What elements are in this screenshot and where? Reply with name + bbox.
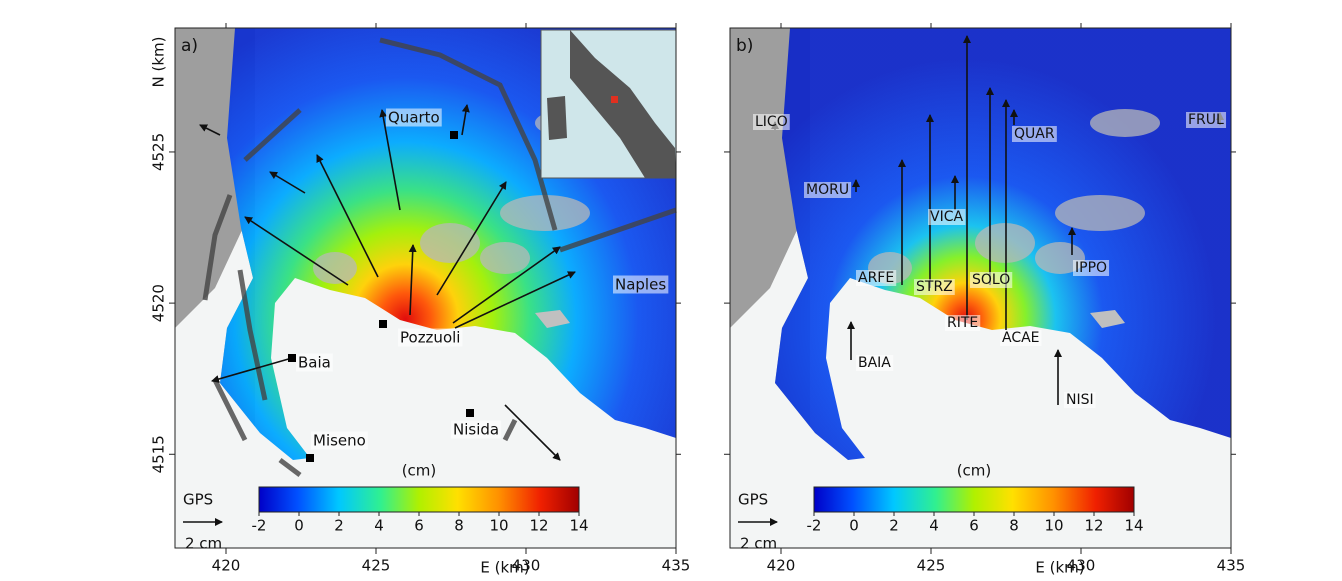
place-label: QUAR	[1014, 126, 1055, 142]
colorbar	[259, 487, 579, 512]
colorbar-tick-label: 0	[294, 517, 304, 535]
place-label: Miseno	[313, 432, 366, 450]
place-label: BAIA	[858, 355, 891, 371]
colorbar-unit: (cm)	[957, 462, 992, 480]
colorbar-unit: (cm)	[402, 462, 437, 480]
gps-label: GPS	[738, 491, 768, 509]
place-label: RITE	[947, 315, 978, 331]
place-label: Pozzuoli	[400, 329, 460, 347]
x-axis-label: E (km)	[480, 559, 529, 577]
panel-label: b)	[736, 36, 753, 56]
place-label: FRUL	[1188, 112, 1224, 128]
colorbar-tick-label: 2	[889, 517, 899, 535]
colorbar-tick-label: 10	[1044, 517, 1063, 535]
site-marker	[450, 131, 458, 139]
gps-label: GPS	[183, 491, 213, 509]
y-tick-label: 4525	[150, 133, 168, 171]
colorbar-tick-label: 2	[334, 517, 344, 535]
colorbar-tick-label: 8	[454, 517, 464, 535]
site-marker	[306, 454, 314, 462]
figure: a)420425430435E (km)451545204525N (km)Qu…	[0, 0, 1342, 577]
colorbar-tick-label: 4	[374, 517, 384, 535]
panel-label: a)	[181, 36, 198, 56]
place-label: Nisida	[453, 421, 499, 439]
x-tick-label: 435	[662, 557, 691, 575]
place-label: STRZ	[916, 279, 953, 295]
x-tick-label: 435	[1217, 557, 1246, 575]
y-axis-label: N (km)	[150, 37, 168, 88]
colorbar-tick-label: 8	[1009, 517, 1019, 535]
place-label: ACAE	[1002, 330, 1040, 346]
x-tick-label: 420	[767, 557, 796, 575]
place-label: LICO	[755, 114, 788, 130]
x-tick-label: 420	[212, 557, 241, 575]
colorbar-tick-label: 12	[1084, 517, 1103, 535]
place-label: SOLO	[972, 272, 1010, 288]
inset-island	[547, 96, 567, 140]
colorbar-tick-label: 6	[969, 517, 979, 535]
site-marker	[379, 320, 387, 328]
crater	[420, 223, 480, 263]
colorbar-tick-label: 14	[1124, 517, 1143, 535]
place-label: Baia	[298, 354, 331, 372]
colorbar-tick-label: -2	[252, 517, 267, 535]
crater	[1055, 195, 1145, 231]
crater	[975, 223, 1035, 263]
site-marker	[466, 409, 474, 417]
colorbar-tick-label: 0	[849, 517, 859, 535]
colorbar-tick-label: 6	[414, 517, 424, 535]
y-tick-label: 4520	[150, 284, 168, 322]
colorbar-tick-label: 12	[529, 517, 548, 535]
x-axis-label: E (km)	[1035, 559, 1084, 577]
place-label: ARFE	[858, 270, 894, 286]
page: {"panels": [ {"label": "a)", "xlim": [41…	[0, 0, 1342, 577]
place-label: VICA	[930, 209, 963, 225]
place-label: Quarto	[388, 109, 440, 127]
crater	[313, 252, 357, 284]
place-label: Naples	[615, 276, 666, 294]
gps-scale: 2 cm	[185, 535, 222, 553]
colorbar-tick-label: -2	[807, 517, 822, 535]
x-tick-label: 425	[362, 557, 391, 575]
colorbar-tick-label: 14	[569, 517, 588, 535]
colorbar	[814, 487, 1134, 512]
place-label: MORU	[806, 182, 849, 198]
place-label: IPPO	[1075, 260, 1107, 276]
crater	[1090, 109, 1160, 137]
place-label: NISI	[1066, 392, 1094, 408]
site-marker	[288, 354, 296, 362]
colorbar-tick-label: 10	[489, 517, 508, 535]
y-tick-label: 4515	[150, 435, 168, 473]
inset-marker	[611, 96, 618, 103]
x-tick-label: 425	[917, 557, 946, 575]
crater	[480, 242, 530, 274]
colorbar-tick-label: 4	[929, 517, 939, 535]
gps-scale: 2 cm	[740, 535, 777, 553]
